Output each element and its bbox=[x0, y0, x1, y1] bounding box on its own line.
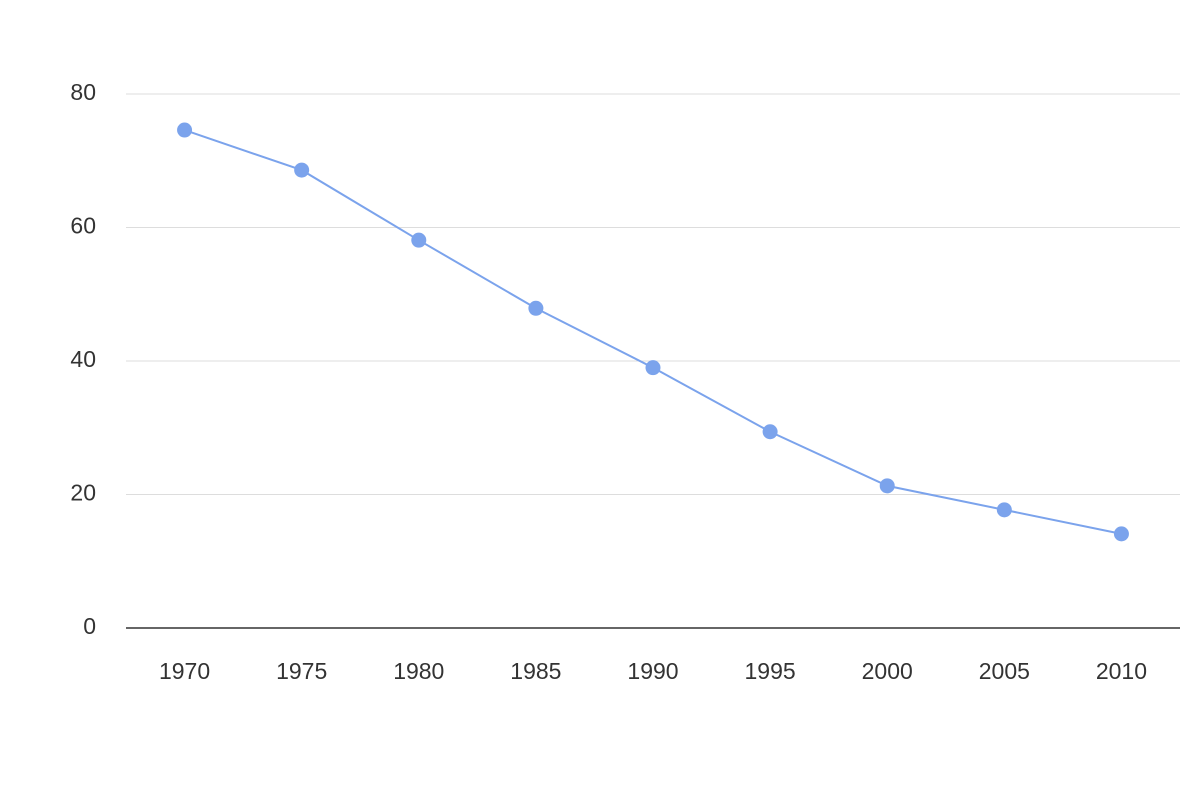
data-point bbox=[1113, 526, 1129, 542]
data-point bbox=[879, 478, 895, 494]
x-tick-label: 1975 bbox=[276, 658, 327, 684]
data-point bbox=[411, 232, 427, 248]
x-tick-label: 1995 bbox=[745, 658, 796, 684]
data-point bbox=[528, 300, 544, 316]
x-tick-label: 2005 bbox=[979, 658, 1030, 684]
y-tick-label: 20 bbox=[70, 480, 96, 506]
x-tick-label: 1985 bbox=[510, 658, 561, 684]
data-point bbox=[645, 360, 661, 376]
data-line bbox=[184, 129, 1122, 535]
data-point bbox=[294, 162, 310, 178]
data-point bbox=[996, 502, 1012, 518]
data-point bbox=[177, 122, 193, 138]
x-tick-label: 2000 bbox=[862, 658, 913, 684]
x-tick-label: 1980 bbox=[393, 658, 444, 684]
y-tick-label: 60 bbox=[70, 213, 96, 239]
x-tick-label: 1990 bbox=[627, 658, 678, 684]
data-point bbox=[762, 424, 778, 440]
x-tick-label: 1970 bbox=[159, 658, 210, 684]
x-tick-label: 2010 bbox=[1096, 658, 1147, 684]
y-tick-label: 80 bbox=[70, 79, 96, 105]
y-tick-label: 40 bbox=[70, 346, 96, 372]
y-tick-label: 0 bbox=[83, 613, 96, 639]
